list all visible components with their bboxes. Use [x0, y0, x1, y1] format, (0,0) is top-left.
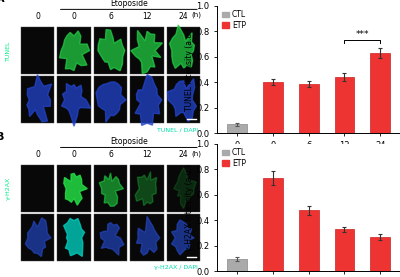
- Text: γ-H2AX / DAPI: γ-H2AX / DAPI: [154, 265, 198, 270]
- Polygon shape: [168, 79, 196, 121]
- FancyBboxPatch shape: [94, 27, 127, 74]
- Text: TUNEL: TUNEL: [6, 40, 11, 61]
- Bar: [335, 77, 354, 134]
- FancyBboxPatch shape: [167, 214, 200, 261]
- Polygon shape: [99, 173, 124, 206]
- FancyBboxPatch shape: [57, 27, 91, 74]
- Polygon shape: [25, 218, 51, 257]
- Text: 6: 6: [108, 12, 113, 21]
- FancyBboxPatch shape: [94, 165, 127, 212]
- FancyBboxPatch shape: [21, 165, 54, 212]
- Text: TUNEL / DAPI: TUNEL / DAPI: [157, 127, 198, 132]
- Text: 6: 6: [108, 150, 113, 159]
- Text: Merged: Merged: [6, 88, 11, 112]
- Text: A: A: [0, 0, 4, 4]
- FancyBboxPatch shape: [21, 27, 54, 74]
- Polygon shape: [98, 30, 125, 71]
- FancyBboxPatch shape: [0, 6, 202, 134]
- FancyBboxPatch shape: [130, 76, 164, 124]
- Bar: [227, 259, 247, 271]
- Text: 0: 0: [35, 150, 40, 159]
- Bar: [370, 237, 390, 271]
- Polygon shape: [64, 219, 84, 257]
- Text: 12: 12: [142, 12, 152, 21]
- FancyBboxPatch shape: [57, 214, 91, 261]
- Text: 0: 0: [35, 12, 40, 21]
- Legend: CTL, ETP: CTL, ETP: [221, 9, 247, 30]
- FancyBboxPatch shape: [94, 76, 127, 124]
- FancyBboxPatch shape: [57, 165, 91, 212]
- FancyBboxPatch shape: [167, 165, 200, 212]
- Bar: [299, 84, 318, 134]
- Polygon shape: [62, 83, 91, 126]
- Text: γ-H2AX: γ-H2AX: [6, 177, 11, 200]
- Polygon shape: [100, 223, 124, 255]
- FancyBboxPatch shape: [0, 143, 202, 271]
- Polygon shape: [135, 75, 162, 125]
- Polygon shape: [96, 82, 126, 122]
- Text: Merged: Merged: [6, 226, 11, 250]
- Bar: [263, 82, 283, 134]
- FancyBboxPatch shape: [57, 76, 91, 124]
- FancyBboxPatch shape: [21, 76, 54, 124]
- FancyBboxPatch shape: [94, 214, 127, 261]
- FancyBboxPatch shape: [167, 76, 200, 124]
- FancyBboxPatch shape: [21, 214, 54, 261]
- Text: ***: ***: [356, 30, 369, 39]
- Text: Etoposide: Etoposide: [110, 0, 148, 8]
- Polygon shape: [172, 220, 194, 255]
- Polygon shape: [136, 216, 160, 255]
- Y-axis label: TUNEL intensity (a.u.): TUNEL intensity (a.u.): [185, 28, 194, 111]
- Text: 24: 24: [179, 12, 188, 21]
- Bar: [299, 210, 318, 271]
- FancyBboxPatch shape: [167, 27, 200, 74]
- Polygon shape: [131, 30, 162, 74]
- Polygon shape: [27, 75, 52, 122]
- FancyBboxPatch shape: [130, 27, 164, 74]
- Text: (h): (h): [191, 12, 201, 19]
- Text: Etoposide: Etoposide: [110, 137, 148, 146]
- Text: 0: 0: [72, 150, 76, 159]
- FancyBboxPatch shape: [130, 214, 164, 261]
- Text: B: B: [0, 132, 4, 142]
- X-axis label: In vitro culture time (h): In vitro culture time (h): [264, 153, 354, 162]
- FancyBboxPatch shape: [130, 165, 164, 212]
- Polygon shape: [60, 31, 90, 71]
- Text: 12: 12: [142, 150, 152, 159]
- Legend: CTL, ETP: CTL, ETP: [221, 147, 247, 168]
- Bar: [227, 124, 247, 134]
- Bar: [335, 229, 354, 271]
- Polygon shape: [64, 173, 87, 205]
- Polygon shape: [135, 171, 157, 206]
- Y-axis label: γ-H2AX Intensity (a.u.): γ-H2AX Intensity (a.u.): [185, 164, 194, 251]
- Bar: [263, 178, 283, 271]
- Bar: [370, 53, 390, 134]
- Text: 0: 0: [72, 12, 76, 21]
- Polygon shape: [170, 25, 194, 68]
- Polygon shape: [174, 168, 196, 209]
- Text: 24: 24: [179, 150, 188, 159]
- Text: (h): (h): [191, 150, 201, 157]
